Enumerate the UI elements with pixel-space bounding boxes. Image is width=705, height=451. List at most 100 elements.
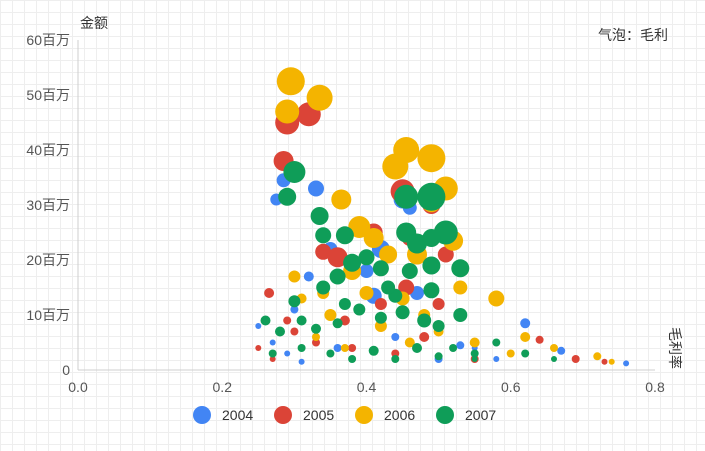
bubble-point[interactable]	[391, 349, 400, 358]
bubble-point[interactable]	[353, 303, 366, 316]
bubble-point[interactable]	[404, 337, 415, 348]
bubble-point[interactable]	[520, 332, 531, 342]
bubble-point[interactable]	[393, 137, 420, 163]
bubble-point[interactable]	[374, 311, 387, 324]
bubble-point[interactable]	[296, 315, 307, 326]
bubble-point[interactable]	[422, 229, 441, 247]
bubble-point[interactable]	[275, 99, 300, 124]
bubble-point[interactable]	[571, 355, 580, 363]
bubble-point[interactable]	[288, 295, 301, 308]
bubble-point[interactable]	[278, 187, 297, 206]
bubble-point[interactable]	[343, 253, 362, 272]
bubble-point[interactable]	[623, 360, 630, 367]
bubble-point[interactable]	[379, 245, 398, 264]
bubble-point[interactable]	[269, 339, 276, 346]
bubble-point[interactable]	[338, 298, 351, 310]
bubble-point[interactable]	[303, 271, 314, 282]
bubble-point[interactable]	[316, 280, 331, 295]
bubble-point[interactable]	[417, 313, 432, 328]
bubble-point[interactable]	[290, 327, 299, 336]
legend-item-2004[interactable]: 2004	[193, 406, 253, 424]
bubble-point[interactable]	[419, 332, 430, 342]
bubble-point[interactable]	[470, 349, 479, 358]
bubble-point[interactable]	[327, 247, 348, 268]
legend-item-2005[interactable]: 2005	[274, 406, 334, 424]
bubble-point[interactable]	[391, 333, 400, 341]
bubble-point[interactable]	[297, 344, 306, 352]
bubble-point[interactable]	[593, 352, 602, 361]
bubble-point[interactable]	[423, 282, 440, 299]
bubble-point[interactable]	[332, 318, 343, 329]
legend-item-2006[interactable]: 2006	[355, 406, 415, 424]
bubble-point[interactable]	[315, 227, 332, 244]
bubble-point[interactable]	[557, 346, 566, 355]
bubble-point[interactable]	[551, 356, 557, 362]
bubble-point[interactable]	[493, 356, 500, 362]
bubble-point[interactable]	[324, 309, 337, 321]
bubble-point[interactable]	[306, 84, 333, 111]
bubble-point[interactable]	[437, 246, 454, 263]
bubble-point[interactable]	[340, 344, 349, 352]
bubble-point[interactable]	[348, 355, 357, 363]
bubble-point[interactable]	[550, 344, 558, 352]
bubble-point[interactable]	[398, 279, 415, 296]
bubble-point[interactable]	[333, 344, 342, 352]
bubble-point[interactable]	[471, 356, 478, 362]
bubble-point[interactable]	[456, 341, 465, 350]
bubble-point[interactable]	[449, 344, 458, 352]
bubble-point[interactable]	[608, 358, 615, 365]
bubble-point[interactable]	[326, 349, 335, 358]
bubble-point[interactable]	[363, 228, 384, 248]
bubble-point[interactable]	[374, 298, 387, 310]
bubble-point[interactable]	[412, 343, 422, 353]
bubble-point[interactable]	[359, 264, 374, 278]
bubble-point[interactable]	[331, 189, 352, 210]
bubble-point[interactable]	[394, 184, 419, 209]
bubble-point[interactable]	[348, 344, 357, 352]
bubble-point[interactable]	[417, 182, 446, 211]
bubble-point[interactable]	[374, 320, 387, 332]
bubble-point[interactable]	[395, 305, 410, 320]
bubble-point[interactable]	[535, 335, 544, 344]
bubble-point[interactable]	[401, 263, 418, 279]
bubble-point[interactable]	[391, 355, 400, 363]
bubble-point[interactable]	[264, 288, 275, 298]
bubble-point[interactable]	[276, 67, 305, 96]
bubble-point[interactable]	[432, 320, 445, 332]
bubble-point[interactable]	[312, 338, 320, 347]
bubble-point[interactable]	[310, 207, 329, 225]
bubble-point[interactable]	[255, 345, 262, 351]
bubble-point[interactable]	[453, 280, 468, 295]
bubble-point[interactable]	[269, 356, 276, 362]
bubble-point[interactable]	[308, 180, 324, 197]
bubble-point[interactable]	[312, 333, 320, 341]
bubble-point[interactable]	[492, 338, 501, 347]
bubble-point[interactable]	[298, 358, 305, 365]
bubble-point[interactable]	[432, 298, 445, 310]
bubble-point[interactable]	[372, 260, 389, 277]
bubble-point[interactable]	[434, 352, 443, 361]
bubble-point[interactable]	[381, 280, 396, 295]
legend-item-2007[interactable]: 2007	[436, 406, 496, 424]
bubble-point[interactable]	[255, 323, 262, 329]
bubble-point[interactable]	[315, 243, 332, 260]
bubble-point[interactable]	[335, 226, 354, 245]
bubble-point[interactable]	[451, 259, 470, 278]
bubble-point[interactable]	[329, 268, 346, 285]
bubble-point[interactable]	[283, 161, 306, 183]
bubble-point[interactable]	[288, 270, 301, 283]
bubble-point[interactable]	[520, 318, 531, 329]
bubble-point[interactable]	[348, 216, 371, 238]
bubble-point[interactable]	[469, 337, 480, 348]
bubble-point[interactable]	[488, 290, 505, 307]
bubble-point[interactable]	[506, 349, 515, 358]
bubble-point[interactable]	[422, 256, 441, 275]
bubble-point[interactable]	[284, 350, 291, 357]
bubble-point[interactable]	[407, 233, 427, 254]
bubble-point[interactable]	[358, 249, 375, 266]
bubble-point[interactable]	[601, 358, 608, 365]
bubble-point[interactable]	[521, 349, 530, 358]
bubble-point[interactable]	[417, 144, 446, 173]
bubble-point[interactable]	[368, 345, 379, 356]
bubble-point[interactable]	[311, 323, 321, 334]
